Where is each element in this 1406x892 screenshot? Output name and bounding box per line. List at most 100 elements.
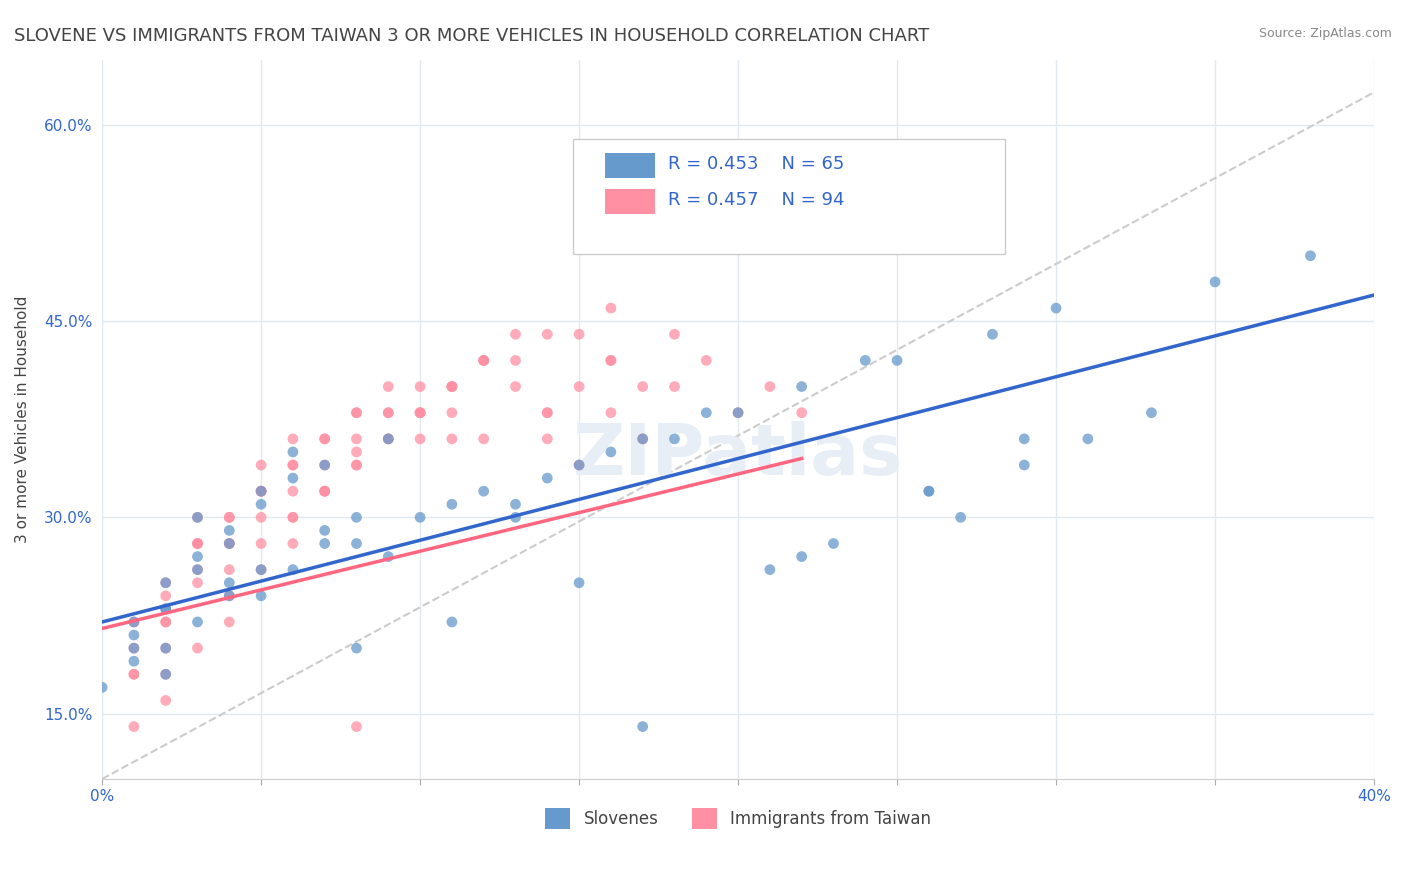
FancyBboxPatch shape bbox=[572, 139, 1005, 254]
Point bbox=[218, 563, 240, 577]
Point bbox=[346, 406, 368, 420]
Point bbox=[599, 353, 621, 368]
Point bbox=[346, 432, 368, 446]
Point bbox=[853, 353, 876, 368]
Point bbox=[377, 432, 399, 446]
Point bbox=[981, 327, 1004, 342]
Text: ZIPatlas: ZIPatlas bbox=[574, 421, 903, 490]
Point bbox=[122, 667, 145, 681]
Point bbox=[186, 615, 208, 629]
Point bbox=[823, 536, 845, 550]
Point bbox=[377, 432, 399, 446]
Point bbox=[314, 484, 336, 499]
Point bbox=[759, 379, 782, 393]
Point bbox=[1014, 458, 1036, 472]
Point bbox=[155, 641, 177, 656]
Point bbox=[314, 458, 336, 472]
Text: Source: ZipAtlas.com: Source: ZipAtlas.com bbox=[1258, 27, 1392, 40]
Point bbox=[346, 536, 368, 550]
Point bbox=[314, 484, 336, 499]
Point bbox=[472, 353, 495, 368]
Point bbox=[377, 406, 399, 420]
Point bbox=[155, 667, 177, 681]
Point bbox=[91, 681, 114, 695]
Point bbox=[250, 484, 273, 499]
Point bbox=[250, 510, 273, 524]
Point bbox=[505, 379, 527, 393]
Point bbox=[314, 536, 336, 550]
Point bbox=[218, 536, 240, 550]
Point bbox=[409, 510, 432, 524]
Point bbox=[186, 536, 208, 550]
Point bbox=[1045, 301, 1067, 315]
Point bbox=[440, 432, 463, 446]
Point bbox=[122, 654, 145, 668]
Point bbox=[155, 615, 177, 629]
Point bbox=[918, 484, 941, 499]
Point bbox=[314, 484, 336, 499]
Point bbox=[346, 445, 368, 459]
Point bbox=[759, 563, 782, 577]
Point bbox=[218, 524, 240, 538]
Point bbox=[409, 406, 432, 420]
Point bbox=[155, 589, 177, 603]
Point bbox=[281, 458, 304, 472]
Point bbox=[440, 379, 463, 393]
Point bbox=[536, 471, 558, 485]
Point bbox=[727, 406, 749, 420]
Point bbox=[377, 549, 399, 564]
Point bbox=[346, 458, 368, 472]
Point bbox=[631, 720, 654, 734]
Point bbox=[122, 628, 145, 642]
Point bbox=[250, 458, 273, 472]
Point bbox=[218, 510, 240, 524]
Point bbox=[281, 471, 304, 485]
Point bbox=[409, 406, 432, 420]
Point bbox=[281, 563, 304, 577]
Point bbox=[695, 353, 717, 368]
Point bbox=[440, 615, 463, 629]
Point bbox=[472, 353, 495, 368]
Point bbox=[631, 432, 654, 446]
Point bbox=[568, 379, 591, 393]
Point bbox=[314, 432, 336, 446]
Point bbox=[250, 484, 273, 499]
Point bbox=[599, 445, 621, 459]
Point bbox=[218, 536, 240, 550]
Point bbox=[472, 353, 495, 368]
Point bbox=[790, 549, 813, 564]
Point bbox=[155, 667, 177, 681]
Point bbox=[472, 432, 495, 446]
Point bbox=[631, 379, 654, 393]
Point bbox=[250, 563, 273, 577]
Point bbox=[568, 327, 591, 342]
Point bbox=[377, 432, 399, 446]
Point bbox=[346, 510, 368, 524]
Point bbox=[727, 406, 749, 420]
Point bbox=[122, 641, 145, 656]
Point bbox=[377, 406, 399, 420]
Point bbox=[568, 458, 591, 472]
Bar bbox=[605, 189, 655, 214]
Point bbox=[122, 615, 145, 629]
Point bbox=[599, 353, 621, 368]
Point bbox=[472, 484, 495, 499]
Point bbox=[664, 432, 686, 446]
Point bbox=[155, 602, 177, 616]
Point bbox=[568, 458, 591, 472]
Point bbox=[122, 615, 145, 629]
Point bbox=[155, 602, 177, 616]
Point bbox=[218, 510, 240, 524]
Point bbox=[122, 667, 145, 681]
Point bbox=[664, 327, 686, 342]
Point bbox=[440, 406, 463, 420]
Point bbox=[346, 458, 368, 472]
Point bbox=[1140, 406, 1163, 420]
Point bbox=[505, 353, 527, 368]
Text: R = 0.457    N = 94: R = 0.457 N = 94 bbox=[668, 191, 845, 209]
Point bbox=[250, 484, 273, 499]
Point bbox=[346, 641, 368, 656]
Point bbox=[314, 432, 336, 446]
Point bbox=[314, 524, 336, 538]
Point bbox=[886, 353, 908, 368]
